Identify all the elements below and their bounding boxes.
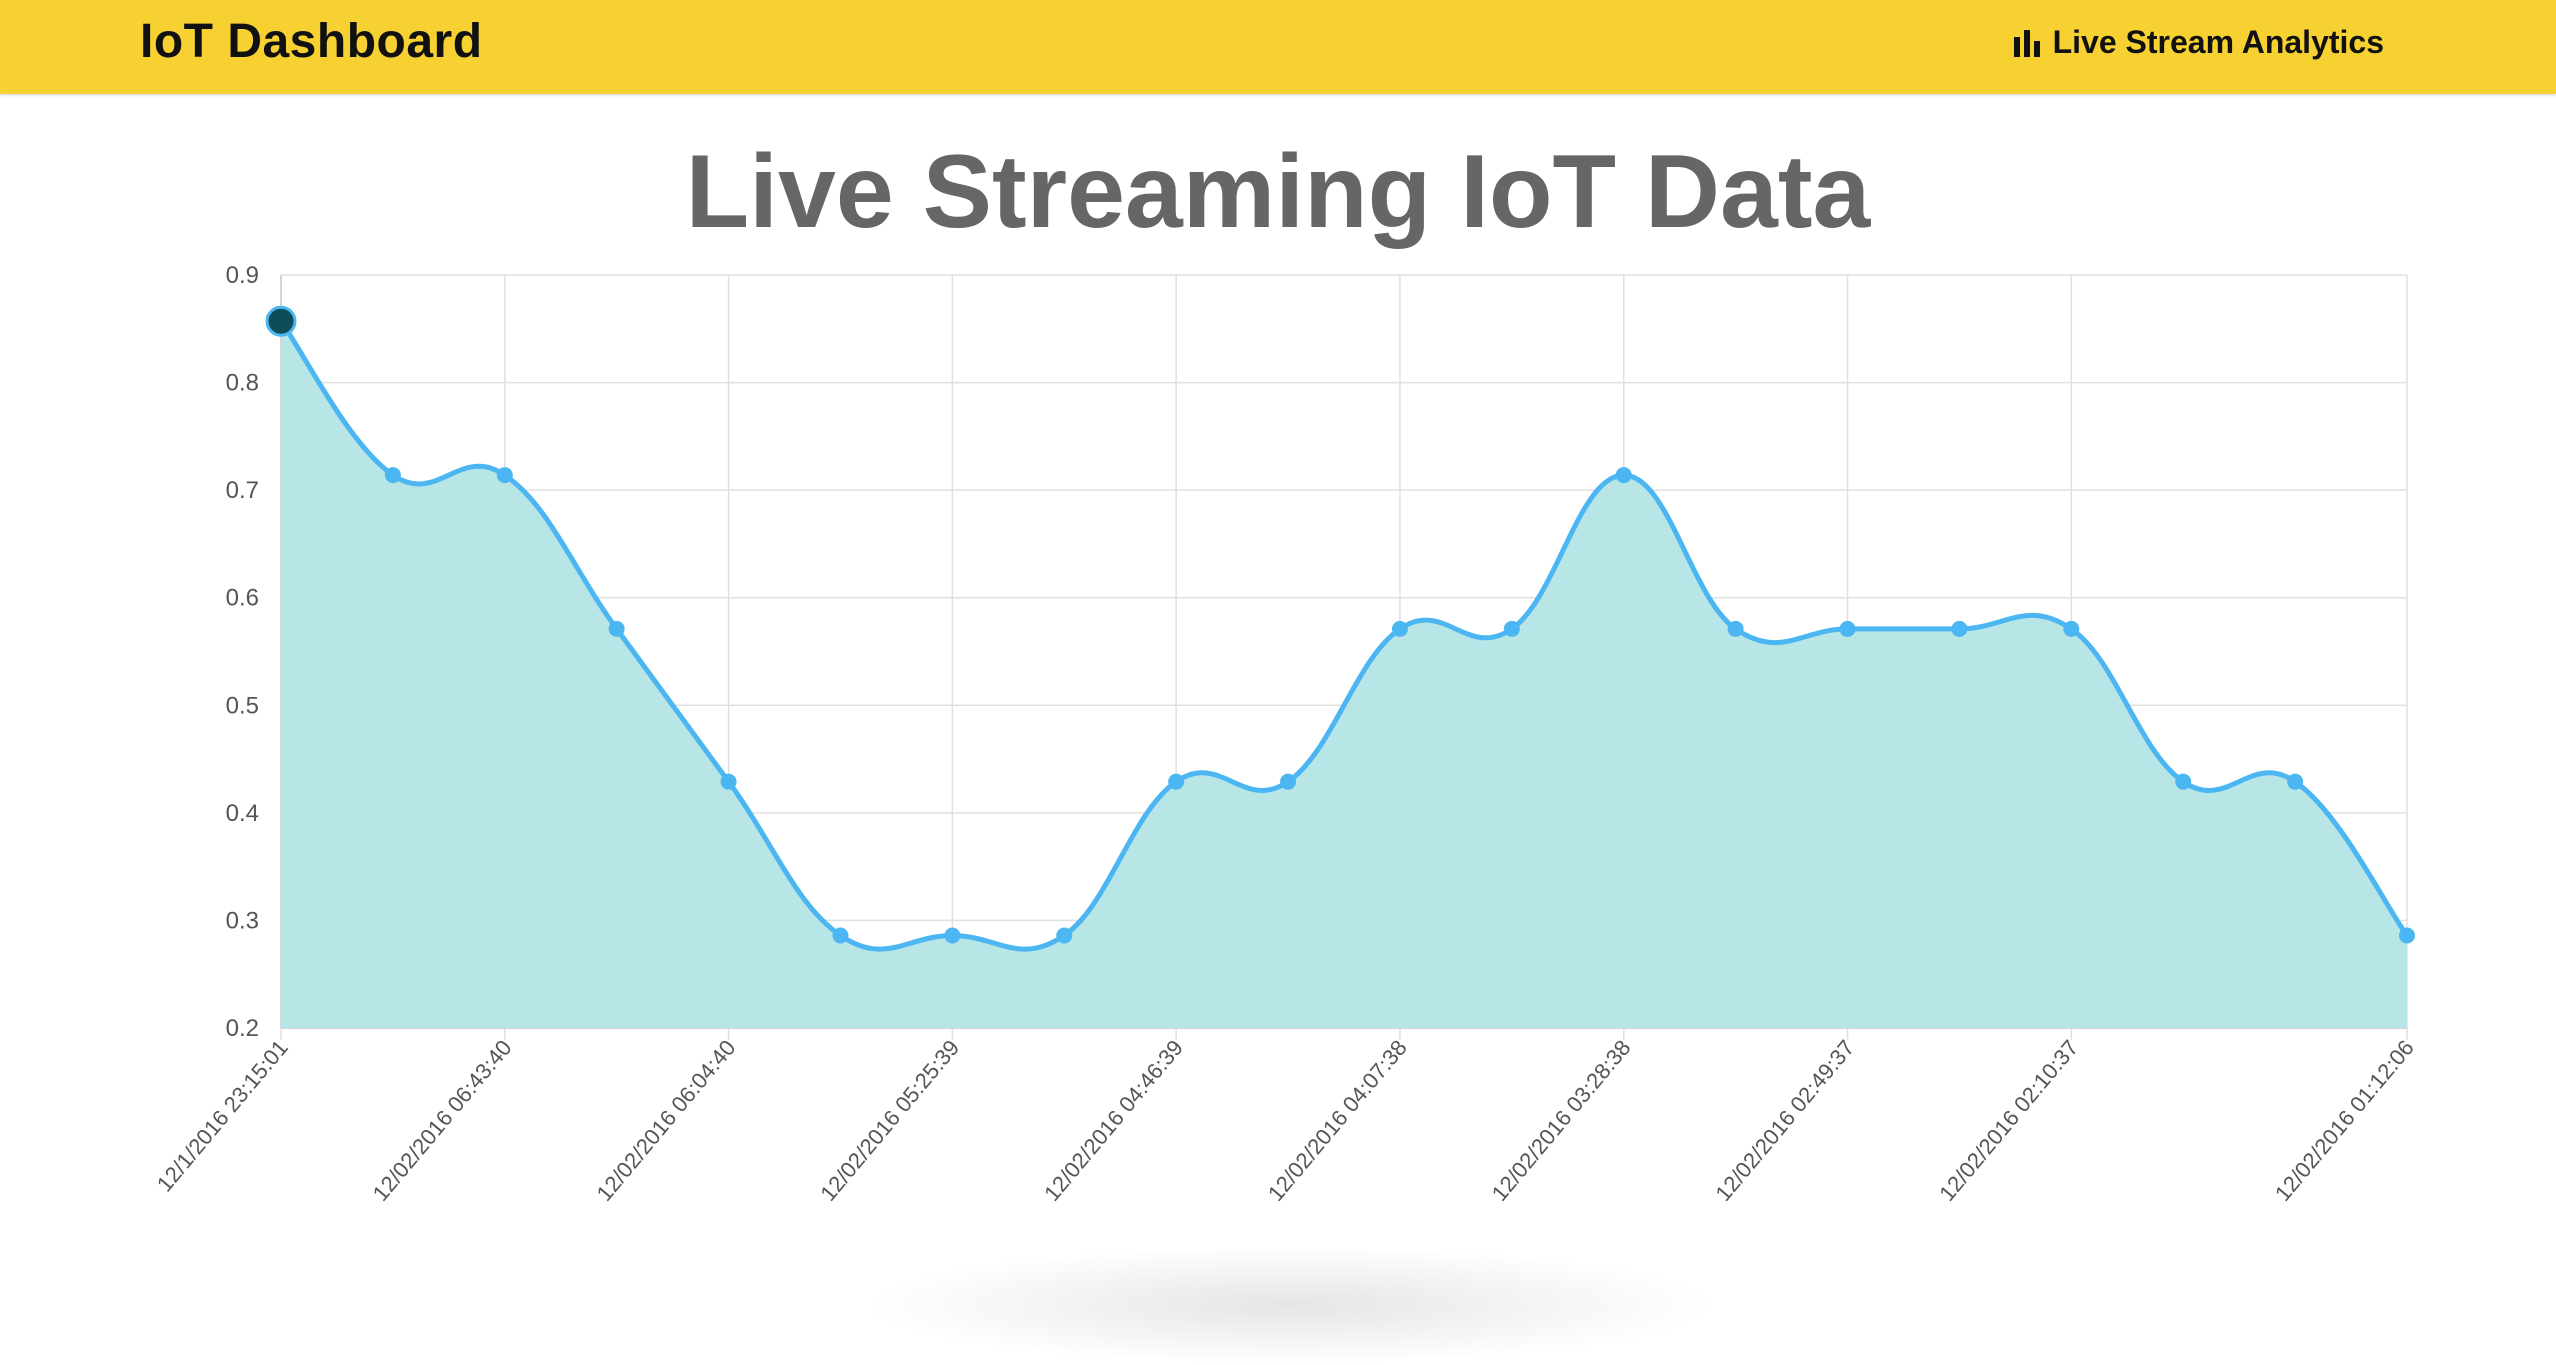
x-axis: 12/1/2016 23:15:01 12/02/2016 06:43:40 12/…: [152, 1035, 2419, 1206]
y-tick-label: 0.2: [226, 1015, 259, 1042]
y-tick-label: 0.4: [226, 800, 259, 827]
data-point: [1727, 620, 1744, 637]
navbar: IoT Dashboard Live Stream Analytics: [0, 0, 2556, 94]
live-stream-analytics-link[interactable]: Live Stream Analytics: [2011, 24, 2384, 61]
chart-area: [278, 319, 2410, 1028]
x-tick-label: 12/02/2016 02:10:37: [1934, 1035, 2083, 1206]
data-point: [1503, 620, 1520, 637]
data-point: [1391, 620, 1408, 637]
data-point: [944, 927, 961, 944]
data-point: [1056, 927, 1073, 944]
data-point: [2175, 773, 2192, 790]
x-tick-label: 12/02/2016 02:49:37: [1710, 1035, 1859, 1206]
y-tick-label: 0.9: [226, 262, 259, 289]
y-tick-label: 0.7: [226, 477, 259, 504]
y-tick-label: 0.6: [226, 585, 259, 612]
data-point: [720, 773, 737, 790]
data-point: [1951, 620, 1968, 637]
data-point: [1615, 467, 1632, 484]
x-tick-label: 12/02/2016 06:43:40: [368, 1035, 517, 1206]
data-point: [608, 620, 625, 637]
y-axis: 0.9 0.8 0.7 0.6 0.5 0.4 0.3 0.2: [226, 262, 259, 1042]
line-chart: 0.9 0.8 0.7 0.6 0.5 0.4 0.3 0.2 12/1/2016 23:15…: [152, 262, 2419, 1206]
y-tick-label: 0.3: [226, 907, 259, 934]
bottom-shadow: [860, 1245, 1720, 1365]
data-point: [1839, 620, 1856, 637]
x-tick-label: 12/02/2016 03:28:38: [1487, 1035, 1636, 1206]
x-tick-label: 12/02/2016 06:04:40: [592, 1035, 741, 1206]
bar-chart-icon: [2013, 29, 2040, 57]
data-point: [1280, 773, 1297, 790]
data-point: [2063, 620, 2080, 637]
x-tick-label: 12/1/2016 23:15:01: [152, 1035, 293, 1196]
data-point: [832, 927, 849, 944]
page-title: Live Streaming IoT Data: [685, 134, 1871, 250]
data-point: [2399, 927, 2415, 944]
x-tick-label: 12/02/2016 04:46:39: [1039, 1035, 1188, 1206]
data-point: [496, 467, 513, 484]
data-point: [2287, 773, 2304, 790]
brand-title[interactable]: IoT Dashboard: [140, 15, 483, 68]
x-tick-label: 12/02/2016 04:07:38: [1263, 1035, 1412, 1206]
chart-points: [265, 305, 2415, 944]
y-tick-label: 0.8: [226, 370, 259, 397]
area-fill: [281, 321, 2407, 1028]
x-tick-label: 12/02/2016 01:12:06: [2270, 1035, 2419, 1206]
nav-link-label: Live Stream Analytics: [2052, 24, 2384, 60]
data-point-highlighted: [265, 305, 297, 337]
data-point: [1168, 773, 1185, 790]
y-tick-label: 0.5: [226, 692, 259, 719]
data-point: [384, 467, 401, 484]
x-tick-label: 12/02/2016 05:25:39: [815, 1035, 964, 1206]
